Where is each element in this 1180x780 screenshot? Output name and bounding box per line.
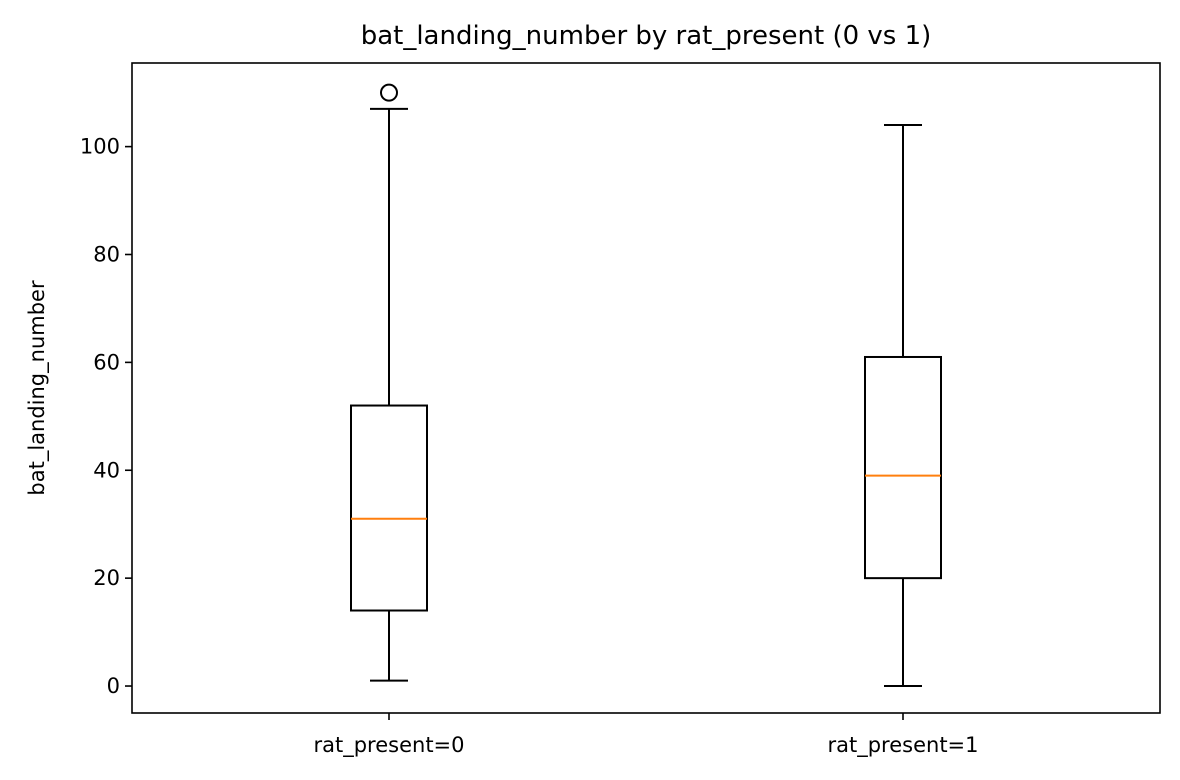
outlier-0-0 <box>380 83 398 102</box>
y-tick-label-80: 80 <box>93 242 120 266</box>
x-tick-label-0: rat_present=0 <box>313 733 464 758</box>
box-1 <box>864 355 942 580</box>
x-tick-label-1: rat_present=1 <box>827 733 978 758</box>
y-tick-label-60: 60 <box>93 350 120 374</box>
chart-title: bat_landing_number by rat_present (0 vs … <box>361 21 932 51</box>
y-tick-label-40: 40 <box>93 458 120 482</box>
y-axis-label: bat_landing_number <box>25 280 50 496</box>
y-tick-label-0: 0 <box>107 674 120 698</box>
plot-area: 0 20 40 60 80 100 rat_present=0 rat_present=1 <box>80 83 979 758</box>
box-0 <box>350 404 428 612</box>
axes-frame <box>131 62 1161 714</box>
y-tick-label-100: 100 <box>80 135 120 159</box>
y-tick-label-20: 20 <box>93 566 120 590</box>
